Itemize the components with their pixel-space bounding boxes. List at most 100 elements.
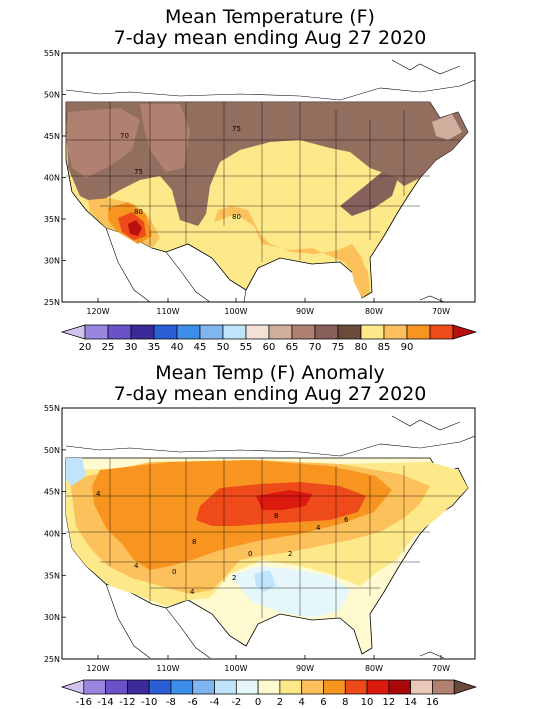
- contour-label: 4: [134, 562, 139, 570]
- colorbar-label: 65: [286, 342, 299, 353]
- lat-label: 45N: [44, 132, 60, 141]
- contour-label: 4: [96, 490, 101, 498]
- colorbar-swatch: [60, 679, 85, 695]
- colorbar-swatch: [406, 324, 431, 340]
- panel2-title-line2: 7-day mean ending Aug 27 2020: [113, 383, 427, 405]
- lon-label: 120W: [86, 307, 109, 316]
- colorbar-swatch: [153, 324, 178, 340]
- panel1-title-line1: Mean Temperature (F): [165, 6, 375, 28]
- contour-label: 70: [120, 132, 129, 140]
- contour-label: 0: [248, 550, 252, 558]
- colorbar-label: 20: [79, 342, 92, 353]
- colorbar-label: 16: [426, 697, 439, 708]
- colorbar-label: -2: [231, 697, 241, 708]
- contour-label: 80: [134, 208, 143, 216]
- colorbar-label: -6: [188, 697, 198, 708]
- colorbar-swatch: [170, 679, 194, 695]
- lat-label: 55N: [44, 404, 60, 413]
- contour-label: 8: [274, 512, 278, 520]
- contour-label: 75: [232, 125, 241, 133]
- colorbar-label: -16: [76, 697, 92, 708]
- panel2-colorbar: -16 -14 -12 -10 -8 -6 -4 -2 0 2 4 6 8 10 12 14 16: [60, 679, 478, 708]
- contour-label: 4: [190, 588, 195, 596]
- colorbar-swatch: [314, 324, 339, 340]
- panel1-colorbar: 20 25 30 35 40 45 50 55 60 65 70 75 80 85 90: [60, 324, 478, 353]
- colorbar-label: 30: [125, 342, 138, 353]
- temperature-map: 70 75 75 80 80 55N 50N 45N 40N 35N 30N 25N 120W…: [44, 49, 476, 316]
- panel1-axis-ticks: 55N 50N 45N 40N 35N 30N 25N 120W 110W 100W 90W 80W 7…: [44, 49, 450, 316]
- colorbar-swatch: [127, 679, 150, 695]
- lon-label: 120W: [86, 664, 109, 673]
- lat-label: 50N: [44, 446, 60, 455]
- lat-label: 30N: [44, 257, 60, 266]
- colorbar-swatch: [323, 679, 346, 695]
- lat-label: 25N: [44, 298, 60, 307]
- contour-label: 2: [288, 550, 292, 558]
- colorbar-label: 2: [277, 697, 283, 708]
- colorbar-swatch: [130, 324, 155, 340]
- lat-label: 40N: [44, 530, 60, 539]
- contour-label: 80: [232, 213, 241, 221]
- contour-label: 4: [316, 524, 321, 532]
- colorbar-swatch: [176, 324, 201, 340]
- colorbar-swatch: [344, 679, 368, 695]
- colorbar-swatch: [214, 679, 237, 695]
- colorbar-swatch: [148, 679, 172, 695]
- colorbar-label: 80: [355, 342, 368, 353]
- colorbar-swatch: [429, 324, 454, 340]
- contour-label: 8: [192, 538, 196, 546]
- colorbar-label: 90: [401, 342, 414, 353]
- colorbar-label: 12: [382, 697, 395, 708]
- panel1-title-line2: 7-day mean ending Aug 27 2020: [113, 27, 427, 49]
- lat-label: 55N: [44, 49, 60, 58]
- colorbar-label: -14: [97, 697, 113, 708]
- anomaly-map: 4 8 8 4 6 4 2 0 2 0 4 55N 50N 45N 40N 35N 30N…: [44, 404, 476, 673]
- colorbar-label: 55: [240, 342, 253, 353]
- colorbar-label: 6: [320, 697, 326, 708]
- colorbar-label: -4: [210, 697, 220, 708]
- lon-label: 90W: [296, 307, 314, 316]
- lon-label: 100W: [224, 307, 247, 316]
- lat-label: 25N: [44, 655, 60, 664]
- colorbar-swatch: [245, 324, 270, 340]
- colorbar-swatch: [60, 324, 86, 340]
- colorbar-swatch: [366, 679, 390, 695]
- contour-label: 75: [134, 168, 143, 176]
- colorbar-swatch: [199, 324, 224, 340]
- contour-label: 2: [232, 574, 236, 582]
- colorbar-label: 75: [332, 342, 345, 353]
- colorbar-swatch: [192, 679, 215, 695]
- colorbar-swatch: [268, 324, 293, 340]
- colorbar-swatch: [105, 679, 128, 695]
- colorbar-swatch: [360, 324, 385, 340]
- contour-label: 0: [172, 568, 176, 576]
- lat-label: 45N: [44, 488, 60, 497]
- contour-label: 6: [344, 516, 349, 524]
- colorbar-label: 45: [194, 342, 207, 353]
- lon-label: 70W: [432, 664, 450, 673]
- colorbar-label: 70: [309, 342, 322, 353]
- lat-label: 40N: [44, 174, 60, 183]
- colorbar-swatch: [383, 324, 408, 340]
- colorbar-label: 8: [342, 697, 348, 708]
- colorbar-swatch: [84, 324, 109, 340]
- panel2-title-line1: Mean Temp (F) Anomaly: [155, 362, 385, 384]
- lat-label: 30N: [44, 613, 60, 622]
- lon-label: 100W: [224, 664, 247, 673]
- lon-label: 70W: [432, 307, 450, 316]
- colorbar-label: 35: [148, 342, 161, 353]
- colorbar-swatch: [257, 679, 281, 695]
- lon-label: 80W: [365, 307, 383, 316]
- colorbar-swatch: [453, 679, 478, 695]
- lat-label: 35N: [44, 571, 60, 580]
- colorbar-swatch: [83, 679, 106, 695]
- colorbar-swatch: [337, 324, 362, 340]
- colorbar-label: 85: [378, 342, 391, 353]
- colorbar-swatch: [432, 679, 455, 695]
- lon-label: 110W: [156, 307, 179, 316]
- lon-label: 90W: [296, 664, 314, 673]
- lat-label: 35N: [44, 215, 60, 224]
- colorbar-label: -8: [166, 697, 176, 708]
- colorbar-swatch: [301, 679, 324, 695]
